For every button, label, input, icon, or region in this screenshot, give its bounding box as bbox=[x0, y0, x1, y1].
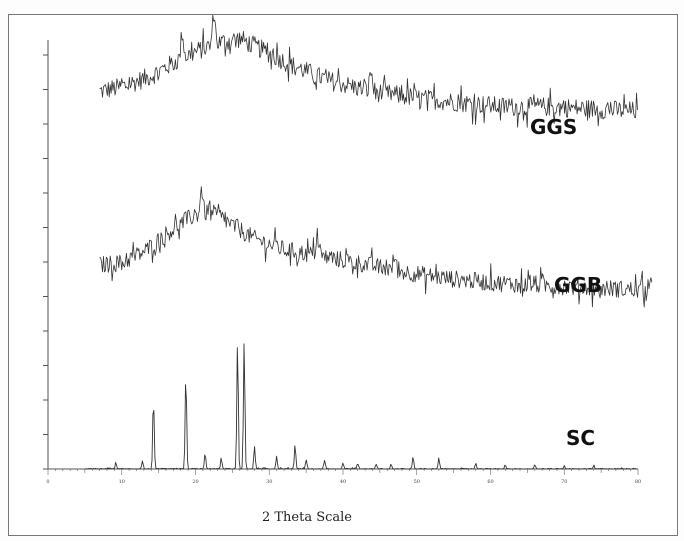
series-line-ggs bbox=[99, 14, 638, 128]
x-tick-label: 70 bbox=[561, 479, 567, 485]
x-tick-label: 20 bbox=[192, 479, 198, 485]
x-tick-label: 10 bbox=[119, 479, 125, 485]
x-axis-title: 2 Theta Scale bbox=[262, 510, 352, 525]
series-line-ggb bbox=[99, 186, 653, 308]
x-axis: 0 10 20 30 40 50 60 70 80 bbox=[46, 468, 641, 485]
series-label-ggs: GGS bbox=[530, 115, 577, 139]
figure-border bbox=[8, 14, 678, 536]
series-label-ggb: GGB bbox=[554, 273, 602, 297]
x-tick-label: 60 bbox=[487, 479, 493, 485]
y-axis bbox=[43, 40, 49, 470]
series-label-sc: SC bbox=[566, 426, 595, 450]
x-tick-label: 0 bbox=[46, 479, 49, 485]
series-line-sc bbox=[84, 343, 638, 470]
x-tick-label: 30 bbox=[266, 479, 272, 485]
x-tick-label: 40 bbox=[340, 479, 346, 485]
x-tick-label: 80 bbox=[635, 479, 641, 485]
series-lines bbox=[84, 14, 653, 470]
x-tick-label: 50 bbox=[414, 479, 420, 485]
